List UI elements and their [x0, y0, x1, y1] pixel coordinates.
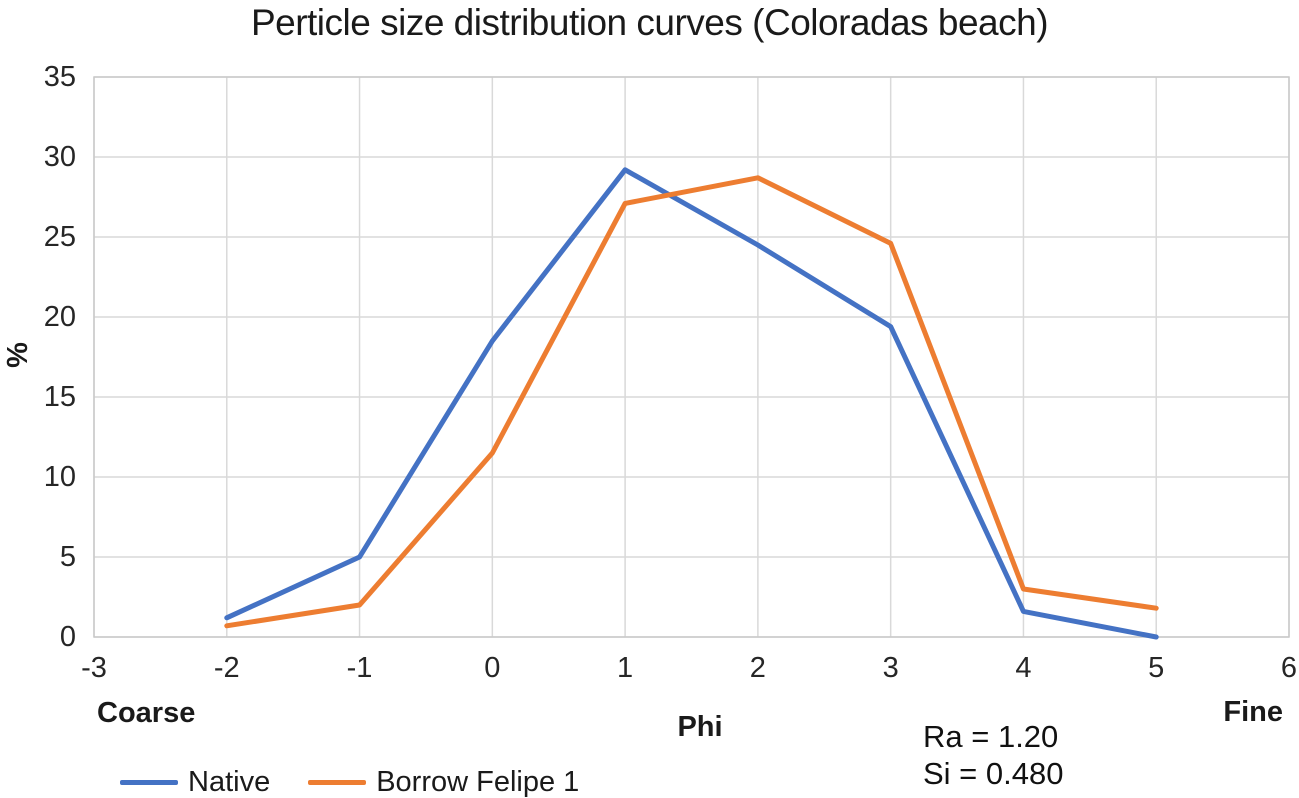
- y-tick-label: 10: [43, 461, 76, 493]
- y-tick-label: 30: [43, 141, 76, 173]
- native-line-swatch: [120, 779, 178, 785]
- x-axis-label: Phi: [677, 711, 723, 743]
- x-axis-fine-label: Fine: [1223, 696, 1283, 728]
- y-axis-label: %: [2, 342, 34, 368]
- si-value: Si = 0.480: [923, 756, 1064, 791]
- x-tick-label: 4: [1015, 652, 1032, 684]
- legend: Native Borrow Felipe 1: [120, 764, 579, 798]
- series-line-native: [224, 167, 1159, 640]
- x-tick-label: -3: [81, 652, 107, 684]
- legend-label-native: Native: [188, 766, 271, 798]
- x-tick-label: 5: [1148, 652, 1165, 684]
- y-tick-label: 20: [43, 301, 76, 333]
- x-tick-label: 0: [484, 652, 501, 684]
- y-tick-label: 15: [43, 381, 76, 413]
- x-tick-label: -2: [213, 652, 240, 684]
- x-tick-label: 1: [617, 652, 634, 684]
- series-line-borrow-felipe-1: [224, 175, 1159, 629]
- x-tick-label: 6: [1280, 652, 1298, 684]
- ra-value: Ra = 1.20: [923, 719, 1059, 754]
- y-tick-label: 5: [59, 541, 76, 573]
- y-tick-label: 35: [43, 61, 76, 93]
- y-tick-label: 0: [59, 621, 76, 653]
- x-tick-label: 2: [749, 652, 766, 684]
- y-tick-label: 25: [43, 221, 76, 253]
- x-tick-label: 3: [882, 652, 899, 684]
- x-axis-coarse-label: Coarse: [97, 697, 196, 729]
- chart-title: Perticle size distribution curves (Color…: [250, 2, 1049, 43]
- borrow-felipe-1-line-swatch: [308, 779, 367, 785]
- legend-item-borrow-felipe-1: Borrow Felipe 1: [308, 765, 579, 798]
- legend-label-borrow-felipe-1: Borrow Felipe 1: [376, 766, 580, 798]
- x-tick-label: -1: [346, 652, 373, 684]
- annotation-block: Ra = 1.20 Si = 0.480: [923, 718, 1063, 792]
- plot-border: [93, 76, 1290, 638]
- legend-item-native: Native: [120, 765, 270, 798]
